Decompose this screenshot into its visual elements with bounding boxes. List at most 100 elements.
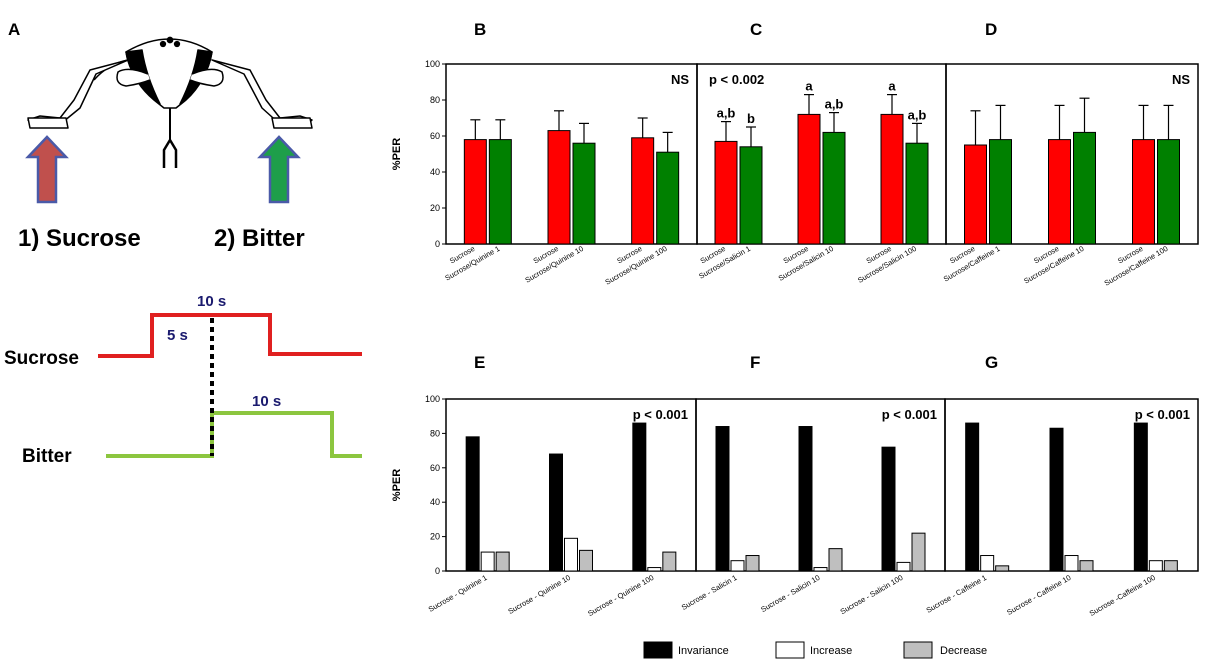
panel-letter-c: C [750, 20, 762, 39]
legend-swatch-increase [775, 641, 805, 659]
right-scape [189, 68, 224, 87]
category-label: Sucrose - Caffeine 1 [925, 573, 989, 615]
sucrose-stimulus-trace [98, 313, 362, 358]
stat-label: p < 0.001 [882, 407, 937, 422]
y-tick-label: 80 [430, 95, 440, 105]
y-axis-label: %PER [391, 138, 403, 170]
significance-label: a,b [825, 97, 844, 112]
category-label: Sucrose - Salicin 100 [839, 573, 905, 616]
chart-panel-g: Gp < 0.001 Sucrose - Caffeine 1 Sucrose - … [925, 353, 1199, 618]
bar [964, 144, 987, 245]
stimulus-bitter-label: 2) Bitter [214, 225, 305, 252]
left-antenna [27, 59, 129, 127]
ocellus [159, 40, 167, 48]
bar [911, 532, 926, 572]
bar [828, 548, 843, 572]
chart-panel-b: B020406080100%PERNSSucroseSucrose/Quinin… [391, 20, 698, 287]
bar [1132, 139, 1155, 245]
bar [980, 555, 995, 572]
y-tick-label: 0 [435, 239, 440, 249]
bar [662, 551, 677, 572]
bar [739, 146, 763, 245]
bar [632, 422, 647, 572]
significance-label: a,b [717, 106, 736, 121]
panel-letter-f: F [750, 353, 760, 372]
y-axis-label: %PER [391, 469, 403, 501]
bar [480, 551, 495, 572]
bar [572, 142, 596, 245]
stimulus-sucrose-label: 1) Sucrose [18, 225, 141, 252]
category-label: Sucrose - Quinine 100 [586, 573, 655, 618]
bitter-arrow [257, 135, 301, 204]
bar [579, 549, 593, 572]
bar [647, 567, 662, 572]
bar [965, 422, 980, 572]
y-tick-label: 40 [430, 497, 440, 507]
bar [797, 113, 821, 245]
bar [631, 137, 655, 245]
bar [1049, 427, 1064, 572]
bar [989, 139, 1012, 245]
left-scape [116, 68, 151, 87]
category-label: Sucrose -Caffeine 100 [1088, 573, 1157, 618]
bee-head-diagram [27, 36, 313, 168]
bar [488, 139, 512, 245]
y-tick-label: 100 [425, 59, 440, 69]
trace-label-sucrose: Sucrose [4, 348, 79, 369]
y-tick-label: 20 [430, 532, 440, 542]
bar [881, 446, 896, 572]
panel-letter-b: B [474, 20, 486, 39]
bar [1148, 560, 1163, 572]
sucrose-duration-label: 10 s [197, 293, 226, 310]
significance-label: b [747, 111, 755, 126]
panel-letter-d: D [985, 20, 997, 39]
bar [1048, 139, 1071, 245]
bar [995, 565, 1010, 572]
bar [656, 151, 680, 245]
plot-frame [945, 63, 1199, 245]
timing-diagram: Sucrose Bitter 10 s 5 s 10 s [4, 293, 362, 467]
bar [549, 453, 563, 572]
bar [495, 551, 510, 572]
y-tick-label: 20 [430, 203, 440, 213]
right-antenna [211, 59, 313, 127]
stat-label: p < 0.001 [1135, 407, 1190, 422]
bitter-duration-label: 10 s [252, 393, 281, 410]
bar [880, 113, 904, 245]
panel-a: A 1) Sucrose 2) Bitter [8, 20, 313, 252]
bar [1073, 131, 1096, 245]
significance-label: a [888, 79, 896, 94]
category-label: Sucrose - Caffeine 10 [1005, 573, 1072, 617]
category-label: Sucrose - Quinine 10 [506, 573, 572, 616]
trace-label-bitter: Bitter [22, 446, 72, 467]
stat-label: p < 0.002 [709, 72, 764, 87]
bar [798, 426, 813, 572]
significance-label: a,b [908, 107, 927, 122]
significance-label: a [805, 79, 813, 94]
chart-panel-f: Fp < 0.001 Sucrose - Salicin 1 Sucrose - S… [680, 353, 946, 616]
stat-label: NS [671, 72, 689, 87]
bar [463, 139, 487, 245]
sucrose-arrow [25, 135, 69, 204]
chart-panel-e: E 0 20 40 60 80 100 %PER p < 0.001 Sucrose - Quin… [391, 353, 697, 618]
bar [1064, 555, 1079, 572]
stat-label: NS [1172, 72, 1190, 87]
y-tick-label: 80 [430, 428, 440, 438]
bar [813, 567, 828, 572]
category-label: Sucrose - Salicin 10 [759, 573, 821, 614]
legend-label-decrease: Decrease [940, 645, 987, 657]
stat-label: p < 0.001 [633, 407, 688, 422]
delay-label: 5 s [167, 327, 188, 344]
y-tick-label: 60 [430, 131, 440, 141]
panel-letter-e: E [474, 353, 485, 372]
legend-label-invariance: Invariance [678, 645, 729, 657]
legend-swatch-invariance [643, 641, 673, 659]
bitter-stimulus-trace [106, 411, 362, 458]
plot-frame [944, 398, 1199, 572]
bar [714, 140, 738, 245]
bitter-arrow-shape [257, 135, 301, 204]
y-tick-label: 60 [430, 463, 440, 473]
bar [896, 561, 911, 572]
bar [1133, 422, 1148, 572]
legend: Invariance Increase Decrease [643, 641, 987, 659]
